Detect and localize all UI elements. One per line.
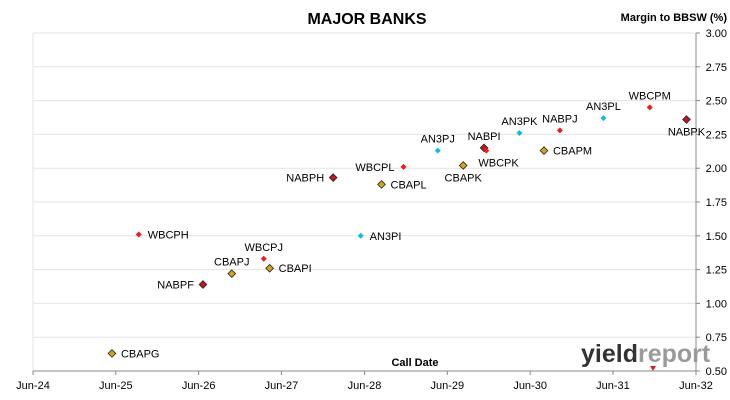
data-point-marker xyxy=(357,232,364,239)
x-axis-label: Call Date xyxy=(391,357,438,369)
data-point-marker xyxy=(198,280,208,289)
data-point-label: AN3PJ xyxy=(421,134,455,146)
data-point-marker xyxy=(539,146,549,155)
data-point-label: AN3PK xyxy=(501,116,538,128)
data-point-label: NABPI xyxy=(468,131,501,143)
y-tick-label: 3.00 xyxy=(706,28,727,40)
data-point-label: NABPJ xyxy=(542,113,577,125)
data-point-label: CBAPJ xyxy=(214,257,249,269)
data-point-label: WBCPL xyxy=(355,162,394,174)
data-point-marker xyxy=(377,180,386,189)
y-tick-label: 0.75 xyxy=(706,332,727,344)
data-point-marker xyxy=(400,163,407,170)
data-point-label: CBAPG xyxy=(121,348,160,360)
data-point-marker xyxy=(483,147,490,154)
data-point-marker xyxy=(434,147,441,154)
data-point-marker xyxy=(265,263,275,273)
data-point-label: WBCPJ xyxy=(245,242,284,254)
y-axis-label: Margin to BBSW (%) xyxy=(621,12,728,24)
logo-text: yieldreport xyxy=(581,340,711,368)
data-point-label: NABPF xyxy=(157,279,194,291)
x-tick-label: Jun-27 xyxy=(265,380,299,392)
data-point-label: CBAPK xyxy=(445,172,483,184)
data-point-label: WBCPK xyxy=(478,158,519,170)
y-tick-label: 1.00 xyxy=(706,298,727,310)
x-tick-label: Jun-29 xyxy=(430,380,464,392)
data-point-marker xyxy=(458,161,468,170)
data-point-label: CBAPI xyxy=(279,263,312,275)
data-point-marker xyxy=(328,173,338,183)
data-point-label: CBAPL xyxy=(391,179,427,191)
gridlines xyxy=(32,32,700,375)
x-tick-label: Jun-30 xyxy=(513,380,547,392)
data-point-marker xyxy=(682,115,691,124)
data-point-label: NABPK xyxy=(668,127,706,139)
y-tick-label: 1.75 xyxy=(706,197,727,209)
x-tick-label: Jun-32 xyxy=(679,380,713,392)
data-point-marker xyxy=(479,143,489,153)
data-point-marker xyxy=(600,115,607,122)
y-tick-label: 2.75 xyxy=(706,62,727,74)
yieldreport-logo: yieldreport xyxy=(581,340,711,371)
y-tick-label: 1.25 xyxy=(706,265,727,277)
data-point-label: CBAPM xyxy=(553,146,592,158)
data-point-label: AN3PL xyxy=(586,101,621,113)
data-point-marker xyxy=(227,269,237,279)
y-tick-labels: 0.50 0.75 1.00 1.25 1.50 1.75 2.00 2.25 2.50 2.75… xyxy=(706,28,727,378)
data-point-label: WBCPM xyxy=(629,90,671,102)
x-tick-label: Jun-28 xyxy=(348,380,382,392)
x-tick-label: Jun-26 xyxy=(182,380,216,392)
x-tick-label: Jun-25 xyxy=(99,380,133,392)
x-tick-label: Jun-24 xyxy=(16,380,50,392)
y-tick-label: 2.25 xyxy=(706,129,727,141)
y-tick-label: 2.50 xyxy=(706,96,727,108)
data-point-label: NABPH xyxy=(286,173,324,185)
y-tick-label: 0.50 xyxy=(706,366,727,378)
data-point-marker xyxy=(516,130,523,137)
logo-text-report: report xyxy=(638,340,711,368)
data-point-marker xyxy=(646,104,653,111)
data-point-marker xyxy=(556,127,563,134)
x-tick-label: Jun-31 xyxy=(596,380,630,392)
y-tick-label: 1.50 xyxy=(706,231,727,243)
data-points: CBAPG WBCPH NABPF CBAPJ WBCPJ CBAPI NABPH AN3PI… xyxy=(107,90,706,360)
logo-text-yield: yield xyxy=(581,340,638,368)
chart-title: MAJOR BANKS xyxy=(307,11,426,28)
data-point-marker xyxy=(107,349,117,358)
y-tick-label: 2.00 xyxy=(706,163,727,175)
x-tick-labels: Jun-24 Jun-25 Jun-26 Jun-27 Jun-28 Jun-29 Jun-… xyxy=(16,380,713,392)
data-point-marker xyxy=(135,231,142,238)
logo-accent-icon xyxy=(650,366,656,371)
data-point-label: WBCPH xyxy=(148,229,189,241)
data-point-marker xyxy=(260,255,267,262)
data-point-label: AN3PI xyxy=(370,231,402,243)
